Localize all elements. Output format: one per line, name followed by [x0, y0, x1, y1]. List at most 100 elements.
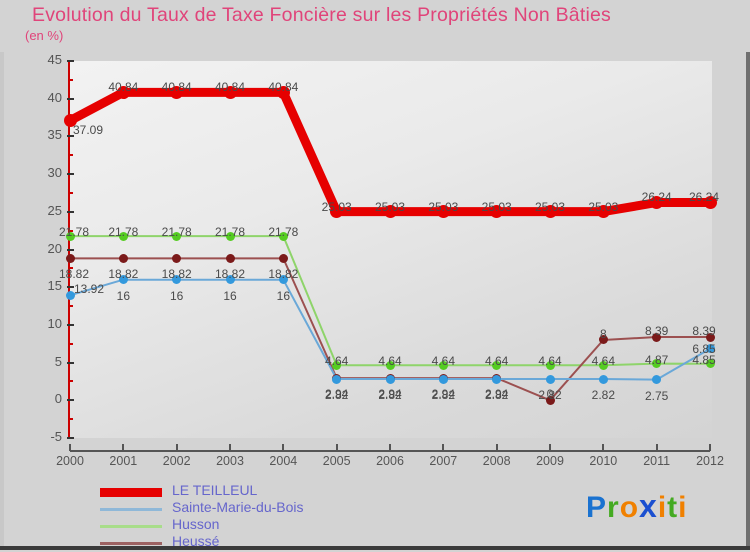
data-value-label: 4.64: [484, 354, 509, 369]
data-value-label: 25.03: [534, 199, 566, 214]
data-point: [172, 275, 182, 285]
y-axis-label: 25: [47, 202, 62, 218]
y-axis-label: 20: [47, 240, 62, 256]
data-point: [436, 205, 450, 219]
data-point: [652, 375, 662, 385]
x-axis-tick: [442, 444, 445, 451]
y-axis-tick: [67, 399, 74, 402]
data-value-label: 2.94: [324, 387, 349, 402]
y-axis-label: 40: [47, 89, 62, 105]
x-axis-tick: [335, 444, 338, 451]
y-axis-label: 45: [47, 52, 62, 67]
data-point: [276, 85, 290, 99]
logo-letter: t: [667, 491, 679, 524]
x-axis-label: 2012: [696, 454, 724, 468]
data-point: [223, 85, 237, 99]
data-value-label: 21.78: [108, 225, 139, 240]
data-point: [278, 275, 288, 285]
logo-letter: P: [586, 491, 608, 524]
data-value-label: 2.82: [378, 388, 402, 403]
y-axis-minor-tick: [68, 229, 73, 232]
data-value-label: 18.82: [268, 267, 299, 282]
data-value-label: 4.64: [538, 354, 562, 369]
y-axis-minor-tick: [68, 380, 73, 383]
y-axis-label: 35: [47, 127, 62, 143]
y-axis-minor-tick: [68, 191, 73, 194]
y-axis-label: 15: [47, 278, 62, 294]
data-point: [278, 231, 288, 241]
x-axis-line: [70, 450, 710, 452]
data-value-label: 25.03: [481, 199, 512, 214]
series-line-le-teilleul: [65, 87, 715, 217]
data-point: [598, 335, 608, 345]
y-axis-tick: [67, 248, 74, 251]
y-axis-label: 0: [54, 391, 62, 407]
legend-swatch: [100, 507, 162, 511]
data-point: [332, 360, 342, 370]
x-axis-tick: [549, 444, 551, 451]
y-axis-minor-tick: [68, 418, 73, 421]
data-point: [385, 360, 395, 370]
data-point: [65, 253, 75, 263]
y-axis-label: -5: [50, 429, 62, 444]
data-value-label: 40.84: [268, 80, 299, 95]
logo-letter: i: [678, 491, 688, 524]
footer-border: [0, 546, 750, 550]
x-axis-label: 2001: [109, 454, 138, 468]
data-value-label: 8: [599, 326, 607, 341]
x-axis-label: 2005: [322, 454, 351, 468]
data-point: [63, 114, 77, 128]
y-axis-label: 30: [47, 165, 62, 181]
data-value-label: 37.09: [72, 122, 104, 137]
x-axis-label: 2002: [162, 454, 191, 468]
data-point: [705, 332, 715, 342]
x-axis-tick: [122, 444, 125, 451]
x-axis-tick: [229, 444, 231, 451]
legend-label: Sainte-Marie-du-Bois: [172, 499, 304, 515]
data-point: [65, 231, 75, 241]
y-axis-label: 10: [47, 315, 62, 331]
data-value-label: 2.94: [431, 387, 456, 402]
data-point: [385, 374, 395, 384]
data-point: [170, 85, 184, 99]
data-point: [705, 359, 715, 369]
data-point: [225, 253, 235, 263]
data-value-label: 40.84: [161, 80, 192, 95]
data-value-label: 16: [276, 288, 291, 303]
data-value-label: 25.03: [321, 199, 352, 214]
data-point: [438, 374, 448, 384]
logo-letter: x: [639, 488, 658, 524]
data-value-label: 18.82: [161, 267, 192, 282]
data-value-label: 2.94: [484, 387, 509, 402]
data-value-label: 4.64: [431, 354, 456, 369]
data-value-label: 26.24: [641, 190, 672, 205]
x-axis-label: 2004: [269, 454, 298, 468]
x-axis-tick: [282, 444, 285, 451]
x-axis-label: 2007: [429, 454, 458, 468]
data-point: [225, 231, 235, 241]
y-axis-label: 5: [54, 353, 62, 369]
data-value-label: 4.64: [378, 354, 402, 369]
data-value-label: 16: [116, 288, 131, 303]
data-point: [598, 374, 608, 384]
data-value-label: 2.82: [431, 388, 456, 403]
x-axis-label: 2003: [216, 454, 244, 468]
data-value-label: 40.84: [214, 80, 246, 95]
x-axis-tick: [602, 444, 605, 451]
y-axis-minor-tick: [68, 342, 73, 345]
x-axis-tick: [389, 444, 391, 451]
data-value-label: 21.78: [268, 225, 299, 240]
x-axis-tick: [495, 444, 498, 451]
data-value-label: 2.82: [591, 388, 616, 403]
y-axis-minor-tick: [68, 78, 73, 81]
y-axis-tick: [67, 361, 74, 364]
data-value-label: 25.03: [588, 199, 619, 214]
data-value-label: 16: [223, 288, 237, 303]
data-point: [118, 275, 128, 285]
y-axis-minor-tick: [68, 154, 73, 157]
x-axis-label: 2000: [56, 454, 84, 468]
data-value-label: 18.82: [58, 267, 90, 282]
y-axis-tick: [67, 210, 74, 213]
